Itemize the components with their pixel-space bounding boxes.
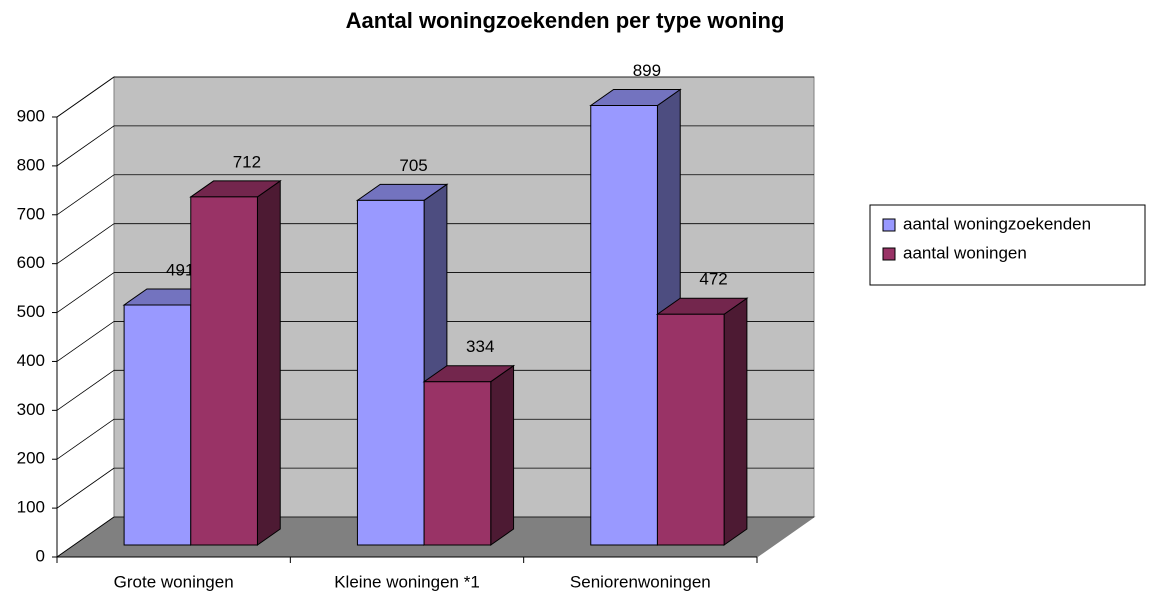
y-tick-label: 0 [36,546,45,565]
y-tick-label: 100 [17,498,45,517]
y-tick-label: 600 [17,253,45,272]
bar-side [256,179,281,546]
grid-line [56,223,115,264]
bar-front [590,104,658,546]
legend-swatch [882,218,896,232]
grid-line [56,467,115,509]
data-label: 712 [233,152,261,171]
bar-front [190,196,258,546]
grid-line [56,174,115,216]
grid-line [56,76,115,118]
data-label: 472 [699,270,727,289]
x-tick-label: Seniorenwoningen [570,572,711,591]
grid-line [56,125,115,167]
data-label: 899 [633,61,661,80]
bar-front [656,313,725,546]
bar [189,179,282,546]
bar [422,364,516,546]
bar [655,297,749,546]
bar-side [723,297,748,546]
y-tick-label: 800 [17,155,45,174]
y-tick-label: 900 [17,106,45,125]
grid-line [56,370,115,411]
bar-front [356,199,425,546]
side-wall [56,76,115,558]
bar-side [490,364,515,546]
data-label: 491 [166,260,194,279]
chart-title: Aantal woningzoekenden per type woning [346,8,785,33]
y-tick-label: 500 [17,302,45,321]
grid-line [56,272,115,313]
legend-box [869,204,1146,286]
grid-line [56,516,115,558]
grid-line [56,321,115,362]
y-tick-label: 300 [17,400,45,419]
x-tick-label: Kleine woningen *1 [334,572,480,591]
legend-label: aantal woningen [903,243,1027,262]
bar-front [423,381,492,546]
x-tick-label: Grote woningen [114,572,234,591]
grid-line [56,418,115,460]
bar-front [123,304,192,546]
y-tick-label: 700 [17,204,45,223]
legend-swatch [882,247,896,261]
y-tick-label: 400 [17,351,45,370]
data-label: 334 [466,337,494,356]
data-label: 705 [399,156,427,175]
y-tick-label: 200 [17,449,45,468]
legend-label: aantal woningzoekenden [903,214,1091,233]
